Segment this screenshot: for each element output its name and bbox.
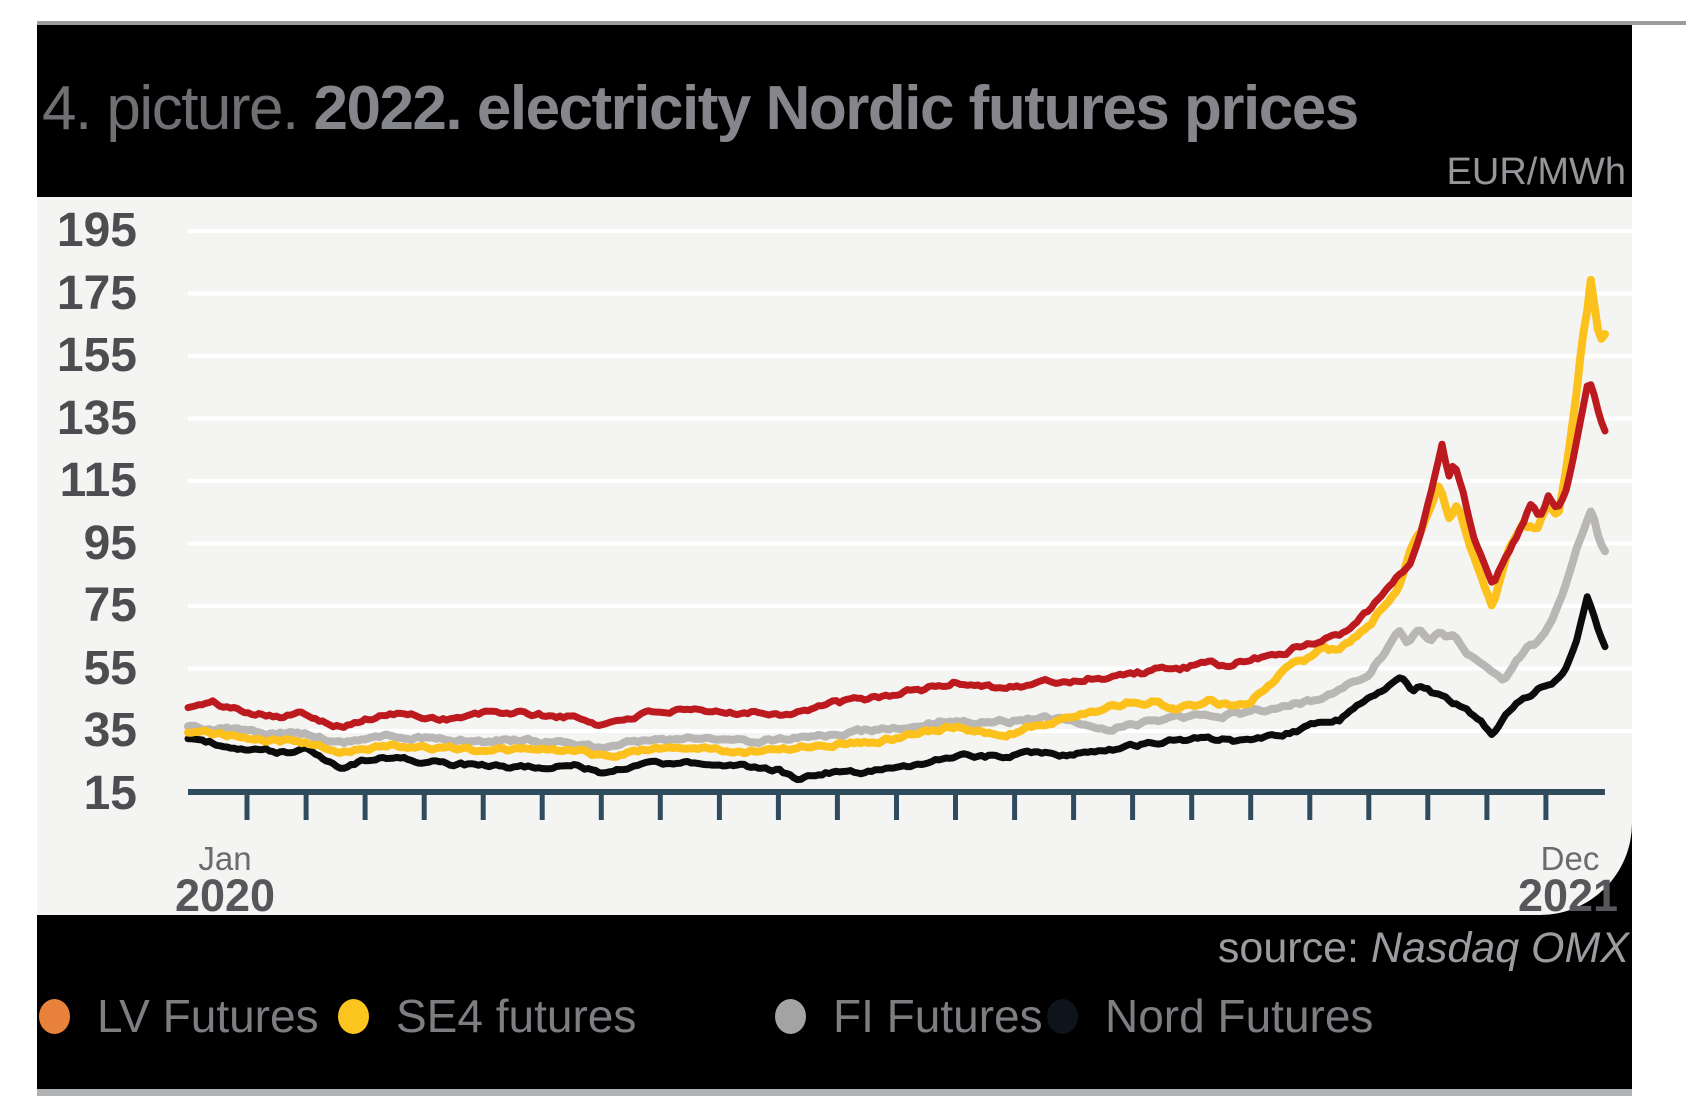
- source-note: source: Nasdaq OMX: [1218, 924, 1629, 973]
- line-chart: [184, 229, 1632, 820]
- legend-label: LV Futures: [97, 990, 319, 1042]
- series-line-fi-futures: [184, 507, 1609, 753]
- plot-area: 195 175 155 135 115 95 75 55 35 15 Jan 2020 Dec 2…: [37, 197, 1632, 919]
- series-line-se4-futures: [184, 275, 1609, 761]
- legend-item: Nord Futures: [1047, 990, 1374, 1042]
- legend-dot-icon: [39, 998, 70, 1034]
- legend-item: FI Futures: [775, 990, 1043, 1042]
- legend-label: FI Futures: [833, 990, 1043, 1042]
- legend-dot-icon: [1047, 998, 1078, 1034]
- y-axis-label: 135: [56, 391, 137, 445]
- y-axis-label: 15: [83, 766, 137, 820]
- legend-item: SE4 futures: [338, 990, 637, 1042]
- y-axis-label: 175: [56, 266, 137, 320]
- legend-item: LV Futures: [39, 990, 319, 1042]
- series-line-nord-futures: [184, 593, 1609, 784]
- y-axis-label: 115: [59, 454, 137, 507]
- x-axis-start-year: 2020: [174, 870, 276, 921]
- source-name: Nasdaq OMX: [1370, 924, 1629, 972]
- title-prefix: 4. picture.: [42, 74, 314, 143]
- title-main: 2022. electricity Nordic futures prices: [313, 74, 1359, 143]
- legend-dot-icon: [775, 998, 806, 1034]
- y-axis-label: 155: [56, 329, 137, 382]
- y-axis-label: 75: [83, 579, 137, 632]
- y-axis-label: 95: [83, 516, 137, 570]
- series-line-lv-futures: [184, 381, 1609, 731]
- y-axis-label: 55: [83, 641, 137, 695]
- top-accent-strip: [37, 21, 1686, 25]
- legend-dot-icon: [338, 998, 369, 1034]
- chart-header: 4. picture. 2022. electricity Nordic fut…: [37, 25, 1632, 197]
- x-axis-end-month: Dec: [1540, 840, 1600, 877]
- source-prefix: source:: [1217, 924, 1371, 972]
- unit-label: EUR/MWh: [1446, 151, 1626, 193]
- legend-label: SE4 futures: [396, 990, 637, 1042]
- chart-footer: source: Nasdaq OMX LV Futures SE4 futures…: [37, 915, 1632, 1089]
- x-axis-end-year: 2021: [1517, 870, 1619, 921]
- y-axis-label: 195: [56, 204, 137, 257]
- page-title: 4. picture. 2022. electricity Nordic fut…: [42, 73, 1359, 144]
- y-axis-label: 35: [83, 704, 137, 757]
- legend-label: Nord Futures: [1105, 990, 1374, 1042]
- x-axis-start-month: Jan: [198, 840, 252, 877]
- bottom-accent-strip: [37, 1089, 1632, 1096]
